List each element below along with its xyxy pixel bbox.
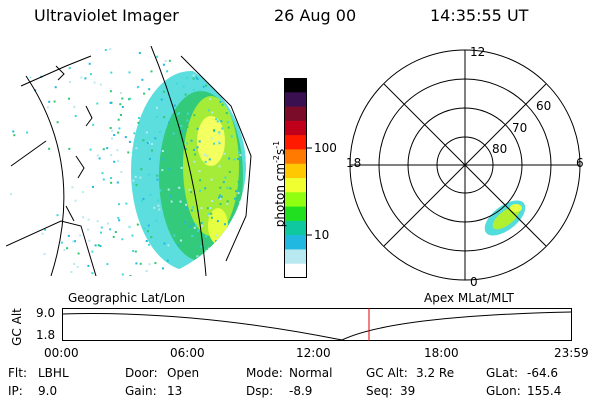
observation-date: 26 Aug 00 — [274, 6, 357, 25]
mlt-label-18: 18 — [346, 156, 362, 170]
time-tick-3: 18:00 — [424, 346, 459, 360]
mlt-label-12: 12 — [470, 45, 486, 59]
mode-value: Normal — [289, 366, 333, 380]
dsp-value: -8.9 — [289, 384, 313, 398]
glon-value: 155.4 — [527, 384, 562, 398]
colorbar-swatch — [284, 78, 306, 93]
intensity-colorbar — [284, 78, 312, 278]
ip-label: IP: — [8, 384, 23, 398]
door-value: Open — [167, 366, 200, 380]
timeline-axis-label: GC Alt — [10, 308, 24, 346]
colorbar-swatch — [284, 235, 306, 250]
seq-value: 39 — [400, 384, 416, 398]
mlt-label-06: 6 — [576, 156, 584, 170]
colorbar-swatch — [284, 92, 306, 108]
time-tick-0: 00:00 — [44, 346, 79, 360]
door-label: Door: — [125, 366, 158, 380]
time-tick-2: 12:00 — [296, 346, 331, 360]
polar-plot — [349, 49, 581, 281]
colorbar-swatch — [284, 206, 306, 222]
mlt-label-00: 0 — [470, 275, 478, 289]
unit-exp-2: -1 — [272, 140, 281, 149]
colorbar-swatch — [284, 120, 306, 136]
colorbar-swatch — [284, 192, 306, 208]
glat-label: GLat: — [486, 366, 519, 380]
colorbar-tick-100: 100 — [314, 141, 337, 155]
alt-tick-bottom: 1.8 — [36, 328, 56, 342]
unit-base: photon cm — [273, 162, 287, 228]
mode-label: Mode: — [246, 366, 283, 380]
observation-time: 14:35:55 UT — [430, 6, 529, 25]
colorbar-swatch — [284, 135, 306, 150]
unit-mid: s — [273, 148, 287, 155]
colorbar-swatch — [284, 178, 306, 193]
mlat-label-70: 70 — [512, 121, 528, 135]
unit-exp-1: -2 — [272, 154, 281, 163]
dsp-label: Dsp: — [246, 384, 274, 398]
glon-label: GLon: — [486, 384, 521, 398]
flt-value: LBHL — [38, 366, 69, 380]
ip-value: 9.0 — [38, 384, 58, 398]
apex-label: Apex MLat/MLT — [424, 291, 514, 305]
gcalt-label: GC Alt: — [366, 366, 408, 380]
seq-label: Seq: — [366, 384, 393, 398]
mlat-label-80: 80 — [492, 142, 508, 156]
colorbar-swatch — [284, 106, 306, 122]
instrument-title: Ultraviolet Imager — [34, 6, 179, 25]
gcalt-value: 3.2 Re — [416, 366, 455, 380]
time-tick-4: 23:59 — [554, 346, 589, 360]
colorbar-unit-label: photon cm-2s-1 — [272, 114, 288, 254]
colorbar-swatch — [284, 149, 306, 165]
mlat-label-60: 60 — [536, 99, 552, 113]
glat-value: -64.6 — [527, 366, 559, 380]
gain-label: Gain: — [125, 384, 157, 398]
orbit-altitude-timeline — [62, 308, 572, 341]
gain-value: 13 — [167, 384, 183, 398]
colorbar-swatch — [284, 249, 306, 265]
time-tick-1: 06:00 — [170, 346, 205, 360]
geographic-label: Geographic Lat/Lon — [68, 291, 186, 305]
alt-tick-top: 9.0 — [36, 306, 56, 320]
colorbar-tick-10: 10 — [314, 228, 330, 242]
colorbar-swatch — [284, 263, 306, 278]
colorbar-swatch — [284, 163, 306, 179]
geographic-image — [6, 46, 252, 276]
flt-label: Flt: — [8, 366, 27, 380]
colorbar-swatch — [284, 220, 306, 236]
